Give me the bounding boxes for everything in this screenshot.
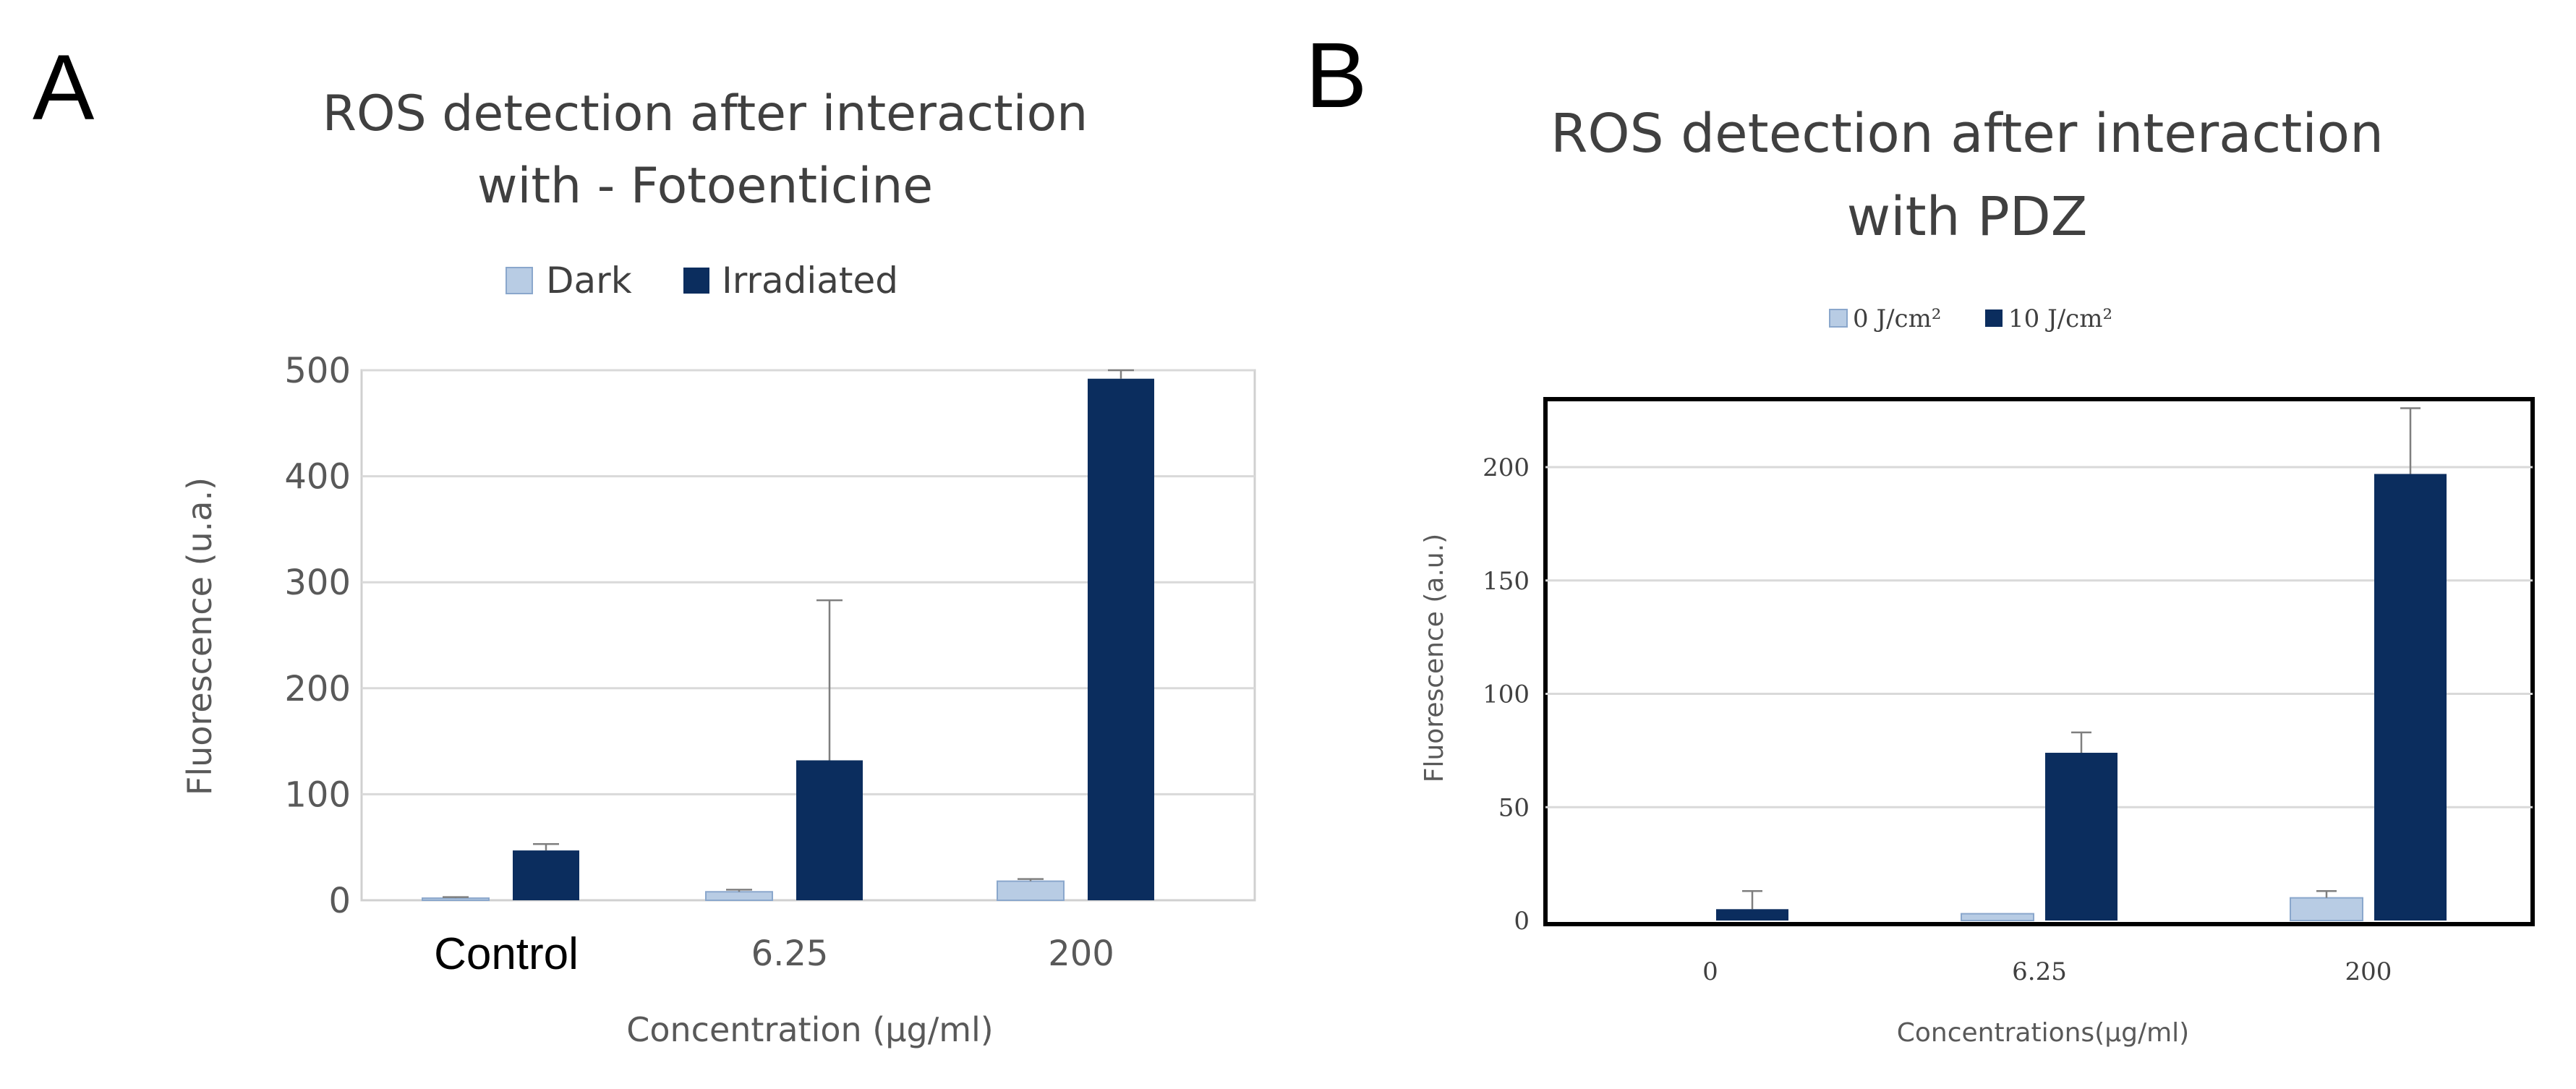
- chart-b-bar-s1-c2: [2374, 474, 2447, 921]
- chart-b-bar-s1-c0: [1716, 909, 1788, 921]
- chart-b-y-tick-100: 100: [1483, 680, 1530, 709]
- chart-a-legend-label-dark: Dark: [546, 260, 632, 302]
- chart-a-y-tick-100: 100: [284, 774, 351, 815]
- chart-b-error-bar-s0-c2: [2316, 889, 2337, 898]
- chart-a-y-tick-500: 500: [284, 351, 351, 391]
- chart-a-bar-s1-c1: [796, 760, 863, 900]
- chart-a-bars: [422, 378, 1154, 902]
- chart-b-legend-label-0: 0 J/cm²: [1853, 304, 1941, 333]
- chart-a-legend: Dark Irradiated: [506, 260, 898, 302]
- chart-b-title-line-2: with PDZ: [1847, 186, 2088, 248]
- chart-b-legend-swatch-0: [1829, 309, 1848, 328]
- chart-b-y-tick-150: 150: [1483, 567, 1530, 596]
- chart-b-y-tick-50: 50: [1498, 793, 1530, 822]
- chart-b-legend-label-10: 10 J/cm²: [2008, 304, 2112, 333]
- panel-b-letter: B: [1305, 24, 1367, 127]
- chart-a-error-bar-s1-c2: [1108, 369, 1134, 379]
- chart-b-bar-s0-c1: [1961, 913, 2034, 922]
- chart-a-x-tick-6-25: 6.25: [751, 934, 829, 974]
- chart-a-error-bars: [443, 369, 1134, 899]
- chart-b-x-axis-label: Concentrations(µg/ml): [1897, 1018, 2189, 1048]
- chart-a-y-ticks: 0 100 200 300 400 500: [284, 351, 351, 921]
- chart-a-y-tick-200: 200: [284, 669, 351, 709]
- chart-a-bar-s0-c2: [997, 880, 1065, 902]
- chart-a-x-tick-control: Control: [434, 929, 579, 979]
- chart-a-bar-s1-c0: [513, 850, 579, 900]
- chart-b-y-tick-200: 200: [1483, 453, 1530, 482]
- chart-b-plot-frame: [1543, 397, 2535, 926]
- chart-b-bar-s0-c2: [2290, 897, 2363, 922]
- chart-a-bar-s1-c2: [1088, 378, 1154, 900]
- chart-a-error-bar-s1-c0: [533, 843, 559, 851]
- chart-b-y-tick-0: 0: [1514, 907, 1530, 936]
- chart-b-error-bar-s1-c2: [2400, 407, 2421, 474]
- chart-b-error-bars: [1742, 407, 2421, 910]
- chart-b-gridlines: [1545, 466, 2533, 808]
- chart-b-legend: 0 J/cm² 10 J/cm²: [1829, 304, 2112, 333]
- chart-a-error-bar-s0-c2: [1018, 878, 1044, 881]
- chart-a-y-axis-label: Fluorescence (u.a.): [180, 477, 219, 795]
- chart-b-x-tick-6-25: 6.25: [2012, 957, 2067, 986]
- chart-b-y-ticks: 0 50 100 150 200: [1483, 453, 1530, 936]
- chart-a-title-line-2: with - Fotoenticine: [477, 158, 933, 215]
- chart-b-error-bar-s1-c0: [1742, 889, 1762, 910]
- chart-a-bar-s0-c0: [422, 897, 490, 901]
- chart-a-error-bar-s1-c1: [816, 599, 843, 761]
- chart-a-title-line-1: ROS detection after interaction: [323, 85, 1088, 142]
- chart-b-bar-s1-c1: [2045, 753, 2117, 921]
- chart-b-title-line-1: ROS detection after interaction: [1551, 103, 2384, 165]
- panel-a-letter: A: [33, 36, 95, 140]
- chart-b-x-tick-0: 0: [1702, 957, 1718, 986]
- chart-b-bars: [1716, 474, 2447, 922]
- chart-b-x-tick-200: 200: [2345, 957, 2392, 986]
- chart-b-legend-swatch-10: [1985, 309, 2003, 327]
- chart-a-y-tick-300: 300: [284, 563, 351, 603]
- chart-a-x-axis-label: Concentration (µg/ml): [626, 1010, 993, 1049]
- chart-a-legend-swatch-irradiated: [683, 268, 709, 294]
- chart-a-legend-swatch-dark: [506, 267, 533, 294]
- chart-a-error-bar-s0-c1: [726, 889, 752, 892]
- chart-a-bar-s0-c1: [705, 891, 773, 901]
- chart-a-legend-label-irradiated: Irradiated: [722, 260, 898, 302]
- chart-a-error-bar-s0-c0: [443, 896, 469, 899]
- chart-a-y-tick-0: 0: [328, 881, 351, 921]
- chart-b-y-axis-label: Fluorescence (a.u.): [1420, 534, 1449, 782]
- chart-a-x-tick-200: 200: [1048, 934, 1114, 974]
- chart-b-error-bar-s1-c1: [2071, 731, 2091, 753]
- chart-a-y-tick-400: 400: [284, 457, 351, 497]
